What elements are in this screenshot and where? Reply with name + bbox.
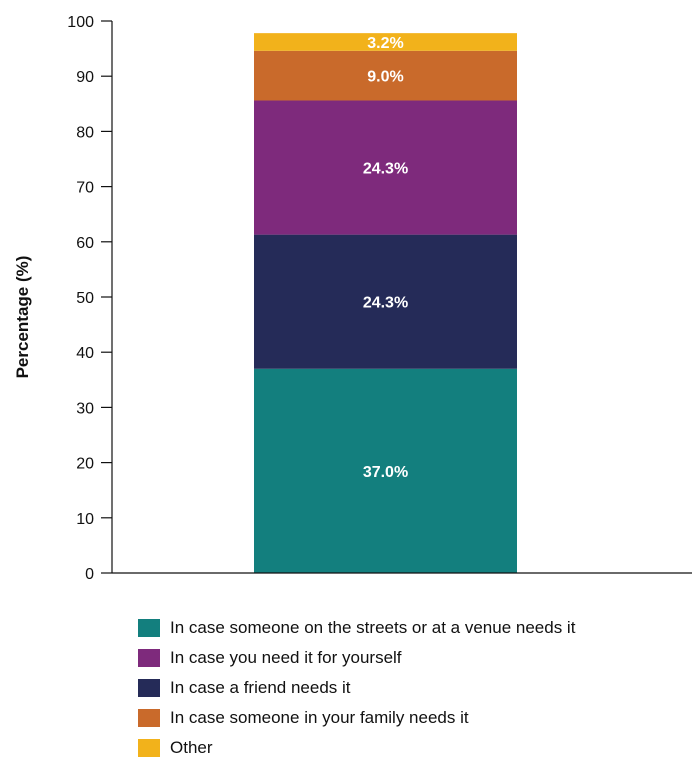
bar-segment-1	[254, 368, 517, 573]
bar-segment-5	[254, 33, 517, 51]
legend-item: In case you need it for yourself	[138, 643, 575, 673]
y-tick-label: 10	[76, 511, 94, 528]
legend-label: In case someone on the streets or at a v…	[170, 618, 576, 637]
y-tick-label: 50	[76, 290, 94, 307]
bar-data-label: 24.3%	[363, 295, 408, 312]
legend-swatch	[138, 679, 160, 697]
y-axis-ticks: 0 10 20 30 40 50 60 70 80 90 100	[67, 14, 112, 583]
bar-data-label: 9.0%	[367, 69, 403, 86]
bar-segment-4	[254, 50, 517, 101]
bar-segments	[254, 33, 517, 573]
bar-data-labels: 37.0% 24.3% 24.3% 9.0% 3.2%	[363, 35, 408, 481]
bar-data-label: 3.2%	[367, 35, 403, 52]
y-tick-label: 30	[76, 400, 94, 417]
legend-swatch	[138, 619, 160, 637]
legend-swatch	[138, 739, 160, 757]
legend-label: In case you need it for yourself	[170, 648, 402, 667]
legend-item: In case a friend needs it	[138, 673, 575, 703]
stacked-bar-chart: 0 10 20 30 40 50 60 70 80 90 100 37.0% 24.3% 24.3% 9.…	[13, 14, 692, 583]
bar-data-label: 24.3%	[363, 161, 408, 178]
legend-item: In case someone in your family needs it	[138, 703, 575, 733]
legend-item: Other	[138, 733, 575, 763]
y-tick-label: 40	[76, 345, 94, 362]
legend-label: In case someone in your family needs it	[170, 708, 469, 727]
bar-data-label: 37.0%	[363, 464, 408, 481]
y-axis-title: Percentage (%)	[13, 256, 32, 379]
bar-segment-2	[254, 234, 517, 369]
y-tick-label: 70	[76, 180, 94, 197]
y-tick-label: 60	[76, 235, 94, 252]
legend-label: In case a friend needs it	[170, 678, 351, 697]
y-tick-label: 20	[76, 456, 94, 473]
y-tick-label: 80	[76, 124, 94, 141]
y-tick-label: 100	[67, 14, 94, 31]
y-tick-label: 0	[85, 566, 94, 583]
legend-item: In case someone on the streets or at a v…	[138, 613, 575, 643]
legend-swatch	[138, 709, 160, 727]
legend-label: Other	[170, 738, 213, 757]
legend: In case someone on the streets or at a v…	[138, 613, 575, 763]
bar-segment-3	[254, 100, 517, 235]
y-tick-label: 90	[76, 69, 94, 86]
legend-swatch	[138, 649, 160, 667]
